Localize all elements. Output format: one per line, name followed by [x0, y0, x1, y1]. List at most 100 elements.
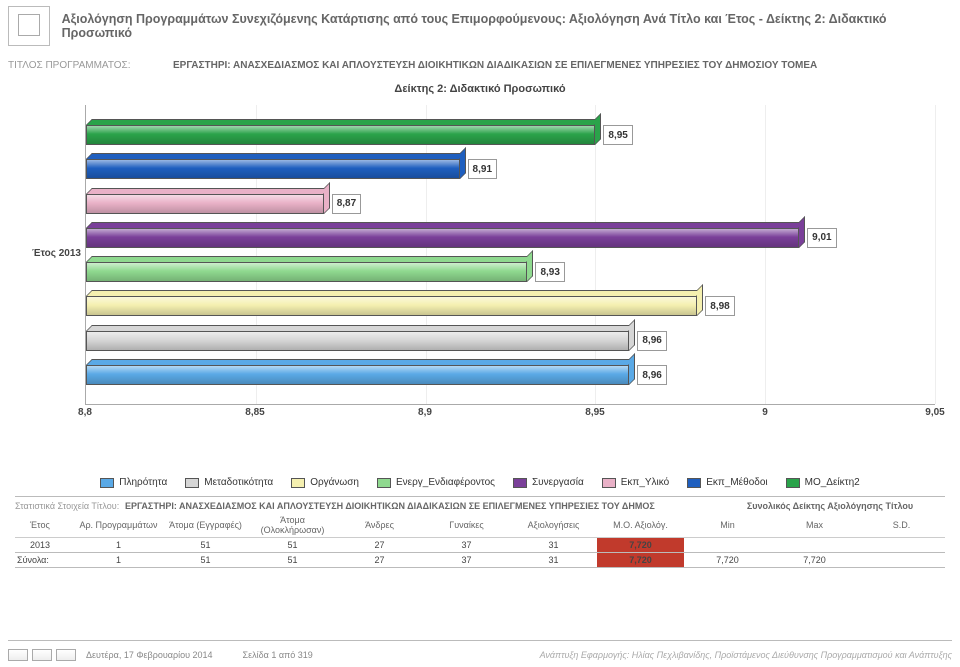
legend-item: Εκπ_Υλικό: [602, 477, 669, 488]
y-category-label: Έτος 2013: [23, 248, 81, 259]
chart-bar: [86, 365, 629, 385]
stats-block: Στατιστικά Στοιχεία Τίτλου: ΕΡΓΑΣΤΗΡΙ: Α…: [15, 501, 945, 568]
legend-swatch: [291, 478, 305, 488]
chart-title: Δείκτης 2: Διδακτικό Προσωπικό: [15, 83, 945, 95]
separator: [15, 496, 945, 497]
bar-value-label: 8,93: [535, 262, 564, 282]
legend-label: Μεταδοτικότητα: [204, 477, 273, 488]
bar-value-label: 8,96: [637, 365, 666, 385]
legend-label: Ενεργ_Ενδιαφέροντος: [396, 477, 495, 488]
legend-item: Ενεργ_Ενδιαφέροντος: [377, 477, 495, 488]
x-tick-label: 9: [762, 407, 768, 418]
x-tick-label: 8,8: [78, 407, 92, 418]
chart-bar: [86, 296, 697, 316]
x-tick-label: 9,05: [925, 407, 944, 418]
page-title: Αξιολόγηση Προγραμμάτων Συνεχιζόμενης Κα…: [62, 6, 952, 40]
x-tick-label: 8,95: [585, 407, 604, 418]
header: Αξιολόγηση Προγραμμάτων Συνεχιζόμενης Κα…: [0, 0, 960, 50]
table-cell: [858, 538, 945, 553]
table-header: Αρ. Προγραμμάτων: [75, 513, 162, 538]
stats-right-heading: Συνολικός Δείκτης Αξιολόγησης Τίτλου: [715, 501, 945, 511]
chart-bar: [86, 159, 460, 179]
program-line: ΤΙΤΛΟΣ ΠΡΟΓΡΑΜΜΑΤΟΣ: ΕΡΓΑΣΤΗΡΙ: ΑΝΑΣΧΕΔΙ…: [0, 50, 960, 75]
legend-item: Μεταδοτικότητα: [185, 477, 273, 488]
legend-label: Εκπ_Υλικό: [621, 477, 669, 488]
table-totals-row: Σύνολα:151512737317,7207,7207,720: [15, 553, 945, 568]
legend-swatch: [687, 478, 701, 488]
chart-bar: [86, 125, 595, 145]
footer-date: Δευτέρα, 17 Φεβρουαρίου 2014: [86, 650, 213, 660]
table-header: Γυναίκες: [423, 513, 510, 538]
x-axis: 8,88,858,98,9599,05: [85, 405, 935, 423]
table-header: Αξιολογήσεις: [510, 513, 597, 538]
table-cell: 7,720: [684, 553, 771, 568]
legend-swatch: [513, 478, 527, 488]
legend-swatch: [786, 478, 800, 488]
legend-label: ΜΟ_Δείκτη2: [805, 477, 860, 488]
table-header: Μ.Ο. Αξιολόγ.: [597, 513, 684, 538]
table-cell: [771, 538, 858, 553]
chart-bar: [86, 228, 799, 248]
legend-item: Συνεργασία: [513, 477, 584, 488]
table-cell: Σύνολα:: [15, 553, 75, 568]
table-row: 2013151512737317,720: [15, 538, 945, 553]
program-value: ΕΡΓΑΣΤΗΡΙ: ΑΝΑΣΧΕΔΙΑΣΜΟΣ ΚΑΙ ΑΠΛΟΥΣΤΕΥΣΗ…: [173, 60, 952, 71]
program-label: ΤΙΤΛΟΣ ΠΡΟΓΡΑΜΜΑΤΟΣ:: [8, 60, 173, 71]
footer-page: Σελίδα 1 από 319: [243, 650, 313, 660]
table-header: Άνδρες: [336, 513, 423, 538]
x-tick-label: 8,9: [418, 407, 432, 418]
legend-label: Εκπ_Μέθοδοι: [706, 477, 767, 488]
table-cell: [684, 538, 771, 553]
table-cell: 1: [75, 553, 162, 568]
legend-swatch: [100, 478, 114, 488]
table-cell: 31: [510, 553, 597, 568]
footer: Δευτέρα, 17 Φεβρουαρίου 2014 Σελίδα 1 απ…: [0, 645, 960, 667]
footer-separator: [8, 640, 952, 641]
table-header: S.D.: [858, 513, 945, 538]
bar-value-label: 8,98: [705, 296, 734, 316]
legend-item: Οργάνωση: [291, 477, 359, 488]
table-cell: 7,720: [771, 553, 858, 568]
bar-value-label: 9,01: [807, 228, 836, 248]
flag-icon: [8, 649, 28, 661]
table-cell: 51: [249, 538, 336, 553]
legend-swatch: [602, 478, 616, 488]
footer-logos: [8, 649, 76, 661]
stats-table: ΈτοςΑρ. ΠρογραμμάτωνΆτομα (Εγγραφές)Άτομ…: [15, 513, 945, 568]
table-header: Άτομα (Ολοκλήρωσαν): [249, 513, 336, 538]
stats-program: ΕΡΓΑΣΤΗΡΙ: ΑΝΑΣΧΕΔΙΑΣΜΟΣ ΚΑΙ ΑΠΛΟΥΣΤΕΥΣΗ…: [125, 501, 715, 511]
legend-swatch: [185, 478, 199, 488]
table-cell: 27: [336, 553, 423, 568]
legend-item: Εκπ_Μέθοδοι: [687, 477, 767, 488]
table-header: Έτος: [15, 513, 75, 538]
header-logo: [8, 6, 50, 46]
table-header: Min: [684, 513, 771, 538]
chart: Δείκτης 2: Διδακτικό Προσωπικό Έτος 2013…: [15, 83, 945, 463]
table-header: Άτομα (Εγγραφές): [162, 513, 249, 538]
legend-label: Συνεργασία: [532, 477, 584, 488]
legend-item: Πληρότητα: [100, 477, 167, 488]
table-cell: 7,720: [597, 553, 684, 568]
stats-label: Στατιστικά Στοιχεία Τίτλου:: [15, 501, 125, 511]
espa-logo-icon: [56, 649, 76, 661]
table-cell: 37: [423, 553, 510, 568]
chart-plot: Έτος 2013 8,958,918,879,018,938,988,968,…: [85, 105, 935, 405]
table-cell: 27: [336, 538, 423, 553]
table-cell: 1: [75, 538, 162, 553]
eu-logo-icon: [32, 649, 52, 661]
legend-item: ΜΟ_Δείκτη2: [786, 477, 860, 488]
table-cell: 2013: [15, 538, 75, 553]
table-cell: 51: [162, 553, 249, 568]
table-cell: 31: [510, 538, 597, 553]
chart-bar: [86, 194, 324, 214]
chart-bar: [86, 331, 629, 351]
table-cell: 7,720: [597, 538, 684, 553]
bar-value-label: 8,87: [332, 194, 361, 214]
legend-swatch: [377, 478, 391, 488]
chart-bar: [86, 262, 527, 282]
table-cell: [858, 553, 945, 568]
chart-legend: Πληρότητα Μεταδοτικότητα Οργάνωση Ενεργ_Ενδ…: [15, 477, 945, 488]
bar-value-label: 8,96: [637, 331, 666, 351]
table-cell: 51: [162, 538, 249, 553]
footer-credit: Ανάπτυξη Εφαρμογής: Ηλίας Πεχλιβανίδης, …: [540, 650, 952, 660]
